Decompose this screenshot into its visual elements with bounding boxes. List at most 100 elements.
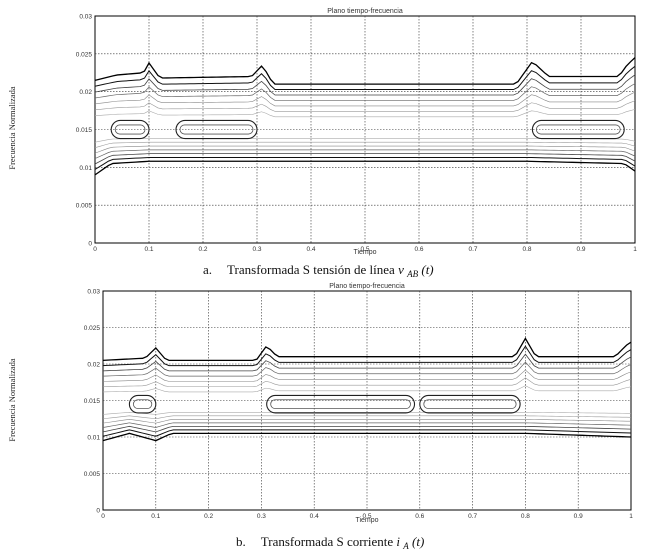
energy-contour-outer [266,394,416,414]
x-tick-label: 0.9 [574,513,583,520]
lower-contour-line [102,425,632,433]
panel-b: 0 0.1 0.2 0.3 0.4 0.5 0.6 0.7 0.8 0.9 1 0 0.005 0.01… [7,283,633,552]
lower-contour-line [102,415,632,420]
energy-contour-outer [128,394,157,414]
x-axis-label: Tiempo [355,517,378,524]
x-tick-label: 0.2 [198,246,207,253]
grid [95,16,635,243]
y-tick-label: 0.005 [76,203,93,210]
x-tick-label: 0.5 [360,246,369,253]
y-tick-label: 0.01 [87,435,100,442]
energy-contour-outer [175,119,258,140]
x-tick-label: 1 [629,513,633,520]
lower-contour-line [102,419,632,424]
x-tick-label: 0 [93,246,97,253]
y-tick-labels: 0 0.005 0.01 0.015 0.02 0.025 0.03 [76,14,93,248]
energy-contour-outer [110,119,150,140]
y-tick-label: 0.025 [76,51,93,58]
upper-contour-line [102,353,632,372]
upper-contour-line [94,91,636,107]
caption: a. Transformada S tensión de línea v AB … [203,262,434,280]
upper-contour-line [102,337,632,361]
lower-contour-line [102,422,632,428]
upper-contour-line [94,100,636,112]
energy-contour-inner [114,124,146,135]
caption-argument: (t) [412,534,424,549]
upper-contour-line [94,109,636,118]
x-axis-label: Tiempo [353,249,376,256]
energy-contour-inner [536,124,621,135]
y-tick-label: 0.03 [87,289,100,296]
upper-contour-line [94,57,636,85]
chart-title: Plano tiempo-frecuencia [329,283,405,290]
y-tick-label: 0.02 [79,89,92,96]
upper-contour-line [102,377,632,387]
lower-contour-line [94,141,636,148]
caption-argument: (t) [421,262,433,277]
panel-a: 0 0.1 0.2 0.3 0.4 0.5 0.6 0.7 0.8 0.9 1 0 0.005 0.01… [7,8,637,280]
caption-text: Transformada S corriente [261,534,397,549]
caption-variable: v [398,262,404,277]
caption-letter: a. [203,262,212,277]
caption-letter: b. [236,534,246,549]
y-tick-label: 0.01 [79,165,92,172]
y-tick-label: 0.025 [84,325,101,332]
caption: b. Transformada S corriente i A (t) [236,534,424,552]
x-tick-label: 0.4 [306,246,315,253]
x-tick-label: 0.6 [415,513,424,520]
lower-contour-line [94,160,636,176]
y-tick-label: 0 [88,241,92,248]
chart-title: Plano tiempo-frecuencia [327,8,403,15]
x-tick-label: 0.1 [151,513,160,520]
contour-lines [94,57,636,176]
y-tick-label: 0.005 [84,471,101,478]
caption-subscript: A [402,541,409,551]
upper-contour-line [102,369,632,382]
x-tick-label: 0.2 [204,513,213,520]
lower-contour-line [94,145,636,154]
y-axis-label: Frecuencia Normalizada [7,358,17,442]
upper-contour-line [102,361,632,377]
x-tick-label: 0.8 [521,513,530,520]
lower-contour-line [102,432,632,442]
caption-subscript: AB [406,269,418,279]
y-tick-label: 0 [96,508,100,515]
caption-variable: i [396,534,400,549]
y-tick-label: 0.03 [79,14,92,21]
energy-contour-inner [270,399,411,409]
x-tick-label: 0.6 [414,246,423,253]
lower-contour-line [94,153,636,165]
x-tick-label: 0.7 [468,246,477,253]
upper-contour-line [94,83,636,101]
y-tick-label: 0.02 [87,362,100,369]
upper-contour-line [102,345,632,367]
x-tick-labels: 0 0.1 0.2 0.3 0.4 0.5 0.6 0.7 0.8 0.9 1 [101,513,633,520]
lower-contour-line [102,429,632,437]
x-tick-label: 0 [101,513,105,520]
energy-contour-inner [132,399,153,409]
x-tick-label: 0.1 [144,246,153,253]
y-tick-labels: 0 0.005 0.01 0.015 0.02 0.025 0.03 [84,289,101,515]
y-axis-label: Frecuencia Normalizada [7,86,17,170]
energy-contour-inner [179,124,254,135]
lower-contour-line [94,156,636,170]
upper-contour-line [94,65,636,91]
x-tick-label: 0.7 [468,513,477,520]
y-tick-label: 0.015 [84,398,101,405]
lower-contour-line [102,412,632,415]
x-tick-label: 0.9 [576,246,585,253]
x-tick-labels: 0 0.1 0.2 0.3 0.4 0.5 0.6 0.7 0.8 0.9 1 [93,246,637,253]
contour-lines [102,337,632,442]
x-tick-label: 0.4 [310,513,319,520]
x-tick-label: 1 [633,246,637,253]
upper-contour-line [94,74,636,96]
energy-contour-inner [423,399,517,409]
x-tick-label: 0.3 [257,513,266,520]
grid [103,291,631,510]
upper-contour-line [102,385,632,393]
x-tick-label: 0.5 [362,513,371,520]
lower-contour-line [94,149,636,159]
energy-contour-outer [531,119,625,140]
x-tick-label: 0.3 [252,246,261,253]
